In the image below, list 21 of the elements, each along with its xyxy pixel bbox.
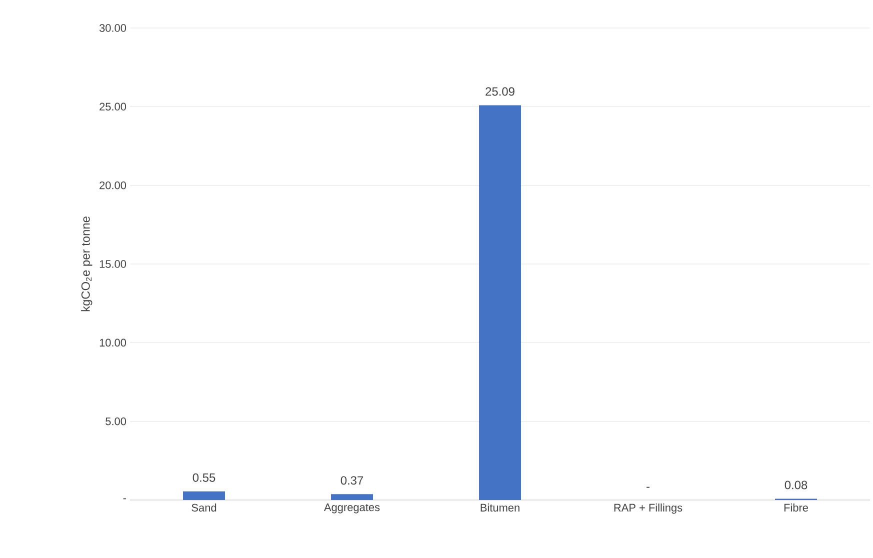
data-label: 0.55 [192, 473, 216, 482]
data-label: - [646, 486, 650, 488]
y-tick-label: 25.00 [100, 102, 126, 111]
bar [183, 491, 226, 500]
y-tick-label: 10.00 [100, 338, 126, 347]
x-tick-label: Fibre [784, 504, 808, 512]
y-tick-label: 5.00 [106, 417, 126, 426]
y-tick-label: 30.00 [99, 24, 126, 32]
x-tick-label: Bitumen [480, 504, 520, 512]
y-tick-label: 15.00 [100, 260, 126, 268]
bar [479, 105, 522, 500]
x-tick-label: Sand [192, 504, 216, 512]
bar [331, 494, 374, 500]
x-tick-label: RAP + Fillings [614, 504, 682, 514]
y-tick-label: 20.00 [100, 181, 126, 190]
y-tick-label: - [123, 498, 126, 500]
data-label: 0.08 [784, 480, 808, 490]
y-axis-title: kgCO$_{2}$e per tonne [81, 216, 92, 312]
data-label: 25.09 [486, 87, 514, 96]
x-tick-label: Aggregates [324, 504, 380, 514]
data-label: 0.37 [340, 476, 364, 485]
